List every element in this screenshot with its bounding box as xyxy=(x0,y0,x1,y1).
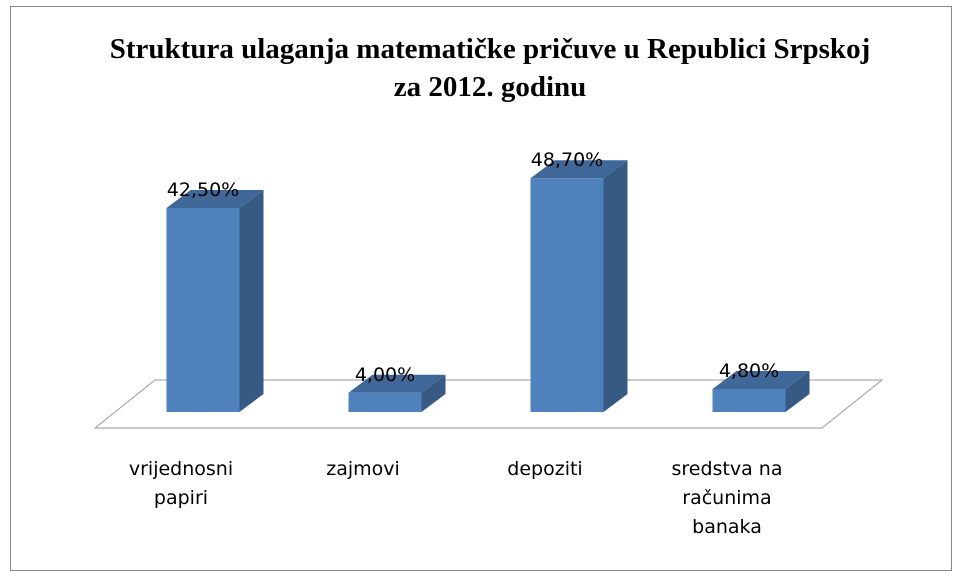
floor xyxy=(93,379,884,429)
x-tick-label: vrijednosni papiri xyxy=(128,458,234,509)
x-tick-label: zajmovi xyxy=(326,458,400,480)
bar xyxy=(712,388,786,412)
data-label: 48,70% xyxy=(531,149,603,171)
bar-top xyxy=(348,374,446,393)
bar-top xyxy=(166,190,264,208)
bar-side xyxy=(785,370,810,412)
bar xyxy=(530,178,604,412)
data-label: 42,50% xyxy=(167,179,239,201)
bar-side xyxy=(603,160,628,412)
bar xyxy=(166,208,240,412)
bar xyxy=(348,392,422,412)
bar-side xyxy=(239,190,264,412)
chart-title: Struktura ulaganja matematičke pričuve u… xyxy=(109,33,871,103)
data-label: 4,80% xyxy=(719,360,779,382)
x-tick-label: depoziti xyxy=(507,458,583,480)
bar-top xyxy=(530,160,628,179)
x-tick-label: sredstva na računima banaka xyxy=(671,458,783,538)
data-label: 4,00% xyxy=(355,364,415,386)
bar-top xyxy=(712,370,810,389)
bar-side xyxy=(421,374,446,412)
